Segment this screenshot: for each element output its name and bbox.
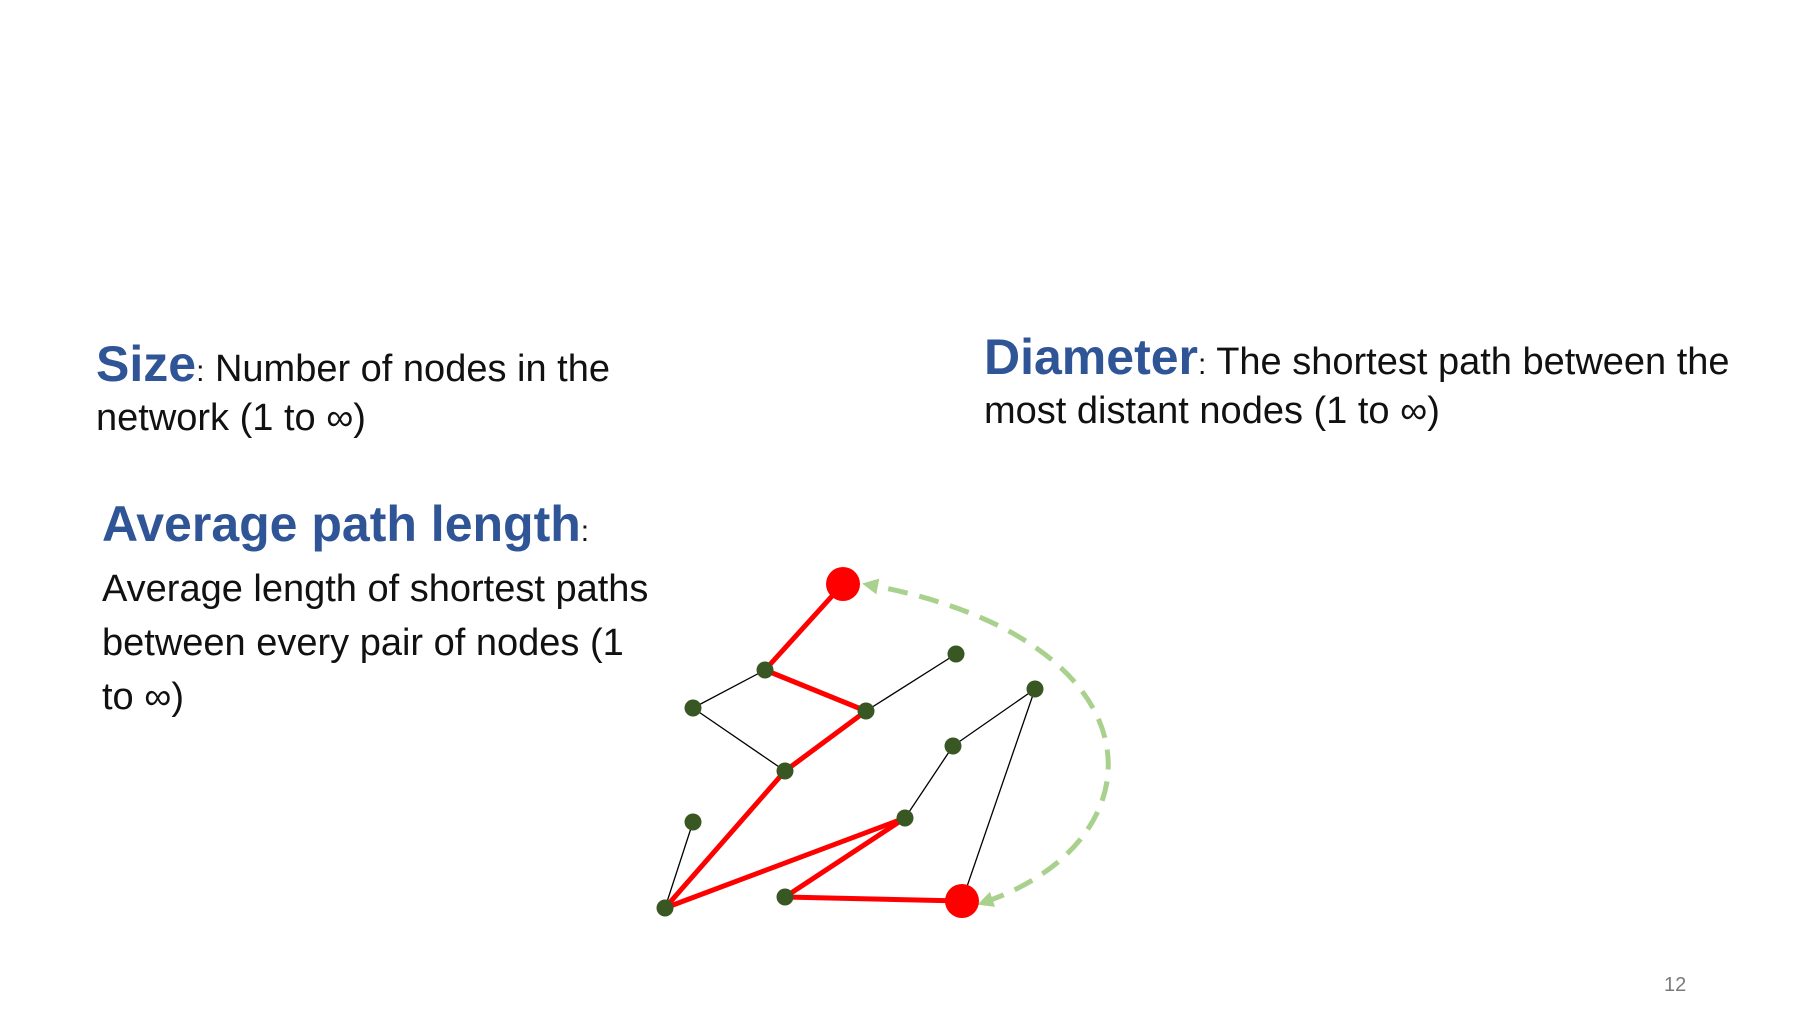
- endpoint-node-A: [826, 567, 860, 601]
- edge-D-E: [865, 653, 957, 712]
- diameter-term: Diameter: [984, 329, 1198, 385]
- edge-G-H: [952, 688, 1036, 747]
- average-path-length-description: Average length of shortest paths between…: [102, 567, 649, 718]
- path-edge-B-D: [762, 667, 869, 714]
- edge-C-F: [692, 707, 786, 772]
- path-edge-D-F: [782, 708, 869, 774]
- size-definition: Size: Number of nodes in the network (1 …: [96, 333, 656, 442]
- size-term: Size: [96, 336, 197, 392]
- node-I: [684, 813, 702, 831]
- average-path-length-definition: Average path length: Average length of s…: [102, 494, 662, 725]
- page-number: 12: [1664, 974, 1687, 996]
- plain-edges: [664, 653, 1036, 909]
- path-edge-A-B: [762, 581, 846, 673]
- node-B: [756, 661, 774, 679]
- graph-nodes: [656, 567, 1044, 918]
- edge-I-K: [664, 821, 694, 909]
- path-edge-L-M: [782, 894, 965, 904]
- average-path-length-term: Average path length: [102, 496, 581, 552]
- average-path-length-colon: :: [580, 515, 590, 548]
- edge-G-M: [961, 688, 1036, 902]
- shortest-path-edges: [662, 581, 965, 911]
- endpoint-node-M: [945, 884, 979, 918]
- path-edge-F-K: [662, 768, 788, 911]
- diameter-definition: Diameter: The shortest path between the …: [984, 326, 1784, 435]
- size-colon: :: [196, 355, 205, 388]
- path-edge-K-J: [662, 815, 908, 911]
- edge-H-J: [904, 745, 954, 819]
- path-edge-J-L: [782, 815, 908, 900]
- node-C: [684, 699, 702, 717]
- node-K: [656, 899, 674, 917]
- diameter-colon: :: [1198, 348, 1207, 381]
- diameter-arc-arrow: [862, 578, 1111, 907]
- node-H: [944, 737, 962, 755]
- edge-C-B: [692, 669, 766, 709]
- diameter-description: The shortest path between the most dista…: [984, 341, 1730, 432]
- node-D: [857, 702, 875, 720]
- node-J: [896, 809, 914, 827]
- node-E: [947, 645, 965, 663]
- node-L: [776, 888, 794, 906]
- node-G: [1026, 680, 1044, 698]
- size-description: Number of nodes in the network (1 to ∞): [96, 348, 610, 439]
- node-F: [776, 762, 794, 780]
